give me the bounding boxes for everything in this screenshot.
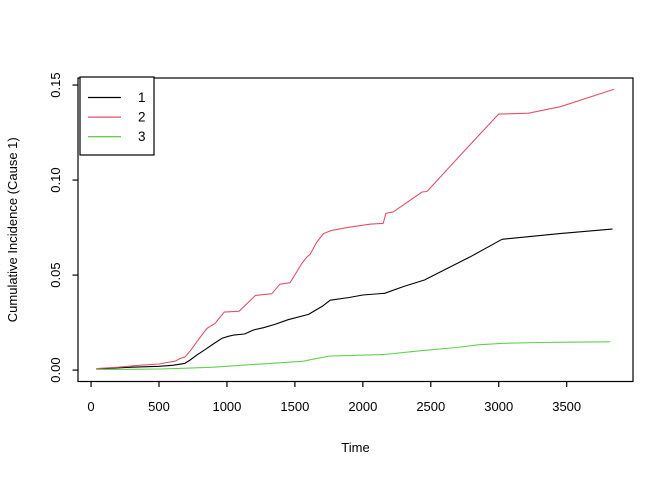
series-line-3 <box>96 341 611 371</box>
legend-label-2: 2 <box>138 110 146 125</box>
y-tick-label: 0.15 <box>48 72 63 97</box>
series-line-2 <box>96 88 615 370</box>
series-line-1 <box>96 228 613 370</box>
x-tick-label: 0 <box>87 399 94 414</box>
x-tick-label: 1000 <box>212 399 241 414</box>
x-tick-label: 2000 <box>348 399 377 414</box>
x-tick-label: 1500 <box>280 399 309 414</box>
x-tick-label: 3500 <box>552 399 581 414</box>
y-tick-label: 0.10 <box>48 167 63 192</box>
x-tick-label: 2500 <box>416 399 445 414</box>
x-axis-title: Time <box>341 440 369 455</box>
x-tick-label: 3000 <box>484 399 513 414</box>
y-tick-label: 0.05 <box>48 262 63 287</box>
legend-label-3: 3 <box>138 129 146 144</box>
plot-box <box>77 77 634 383</box>
legend-label-1: 1 <box>138 90 146 105</box>
x-tick-label: 500 <box>148 399 170 414</box>
legend-box <box>79 76 155 156</box>
y-tick-label: 0.00 <box>48 357 63 382</box>
y-axis-title: Cumulative Incidence (Cause 1) <box>5 137 20 322</box>
